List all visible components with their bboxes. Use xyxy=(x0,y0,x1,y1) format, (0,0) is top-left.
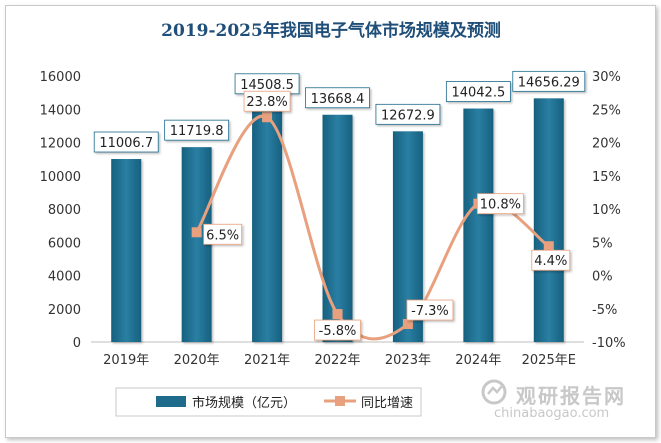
bar-data-label: 11719.8 xyxy=(170,124,224,139)
legend-swatch-bar xyxy=(156,396,186,407)
y-left-tick-label: 6000 xyxy=(48,236,81,251)
bar-data-label: 13668.4 xyxy=(311,92,365,107)
line-data-label: 23.8% xyxy=(246,95,287,110)
bar xyxy=(463,108,494,343)
x-tick-label: 2021年 xyxy=(244,353,290,368)
line-data-label-box xyxy=(203,223,243,245)
bar-data-label-box xyxy=(445,81,511,102)
x-tick-label: 2023年 xyxy=(385,353,431,368)
y-left-tick-label: 2000 xyxy=(48,303,81,318)
line-point xyxy=(543,241,554,252)
y-right-tick-label: 30% xyxy=(592,70,621,85)
y-left-tick-label: 0 xyxy=(73,336,81,351)
y-left-tick-label: 16000 xyxy=(40,70,81,85)
line-data-label-box xyxy=(531,249,571,271)
bar-data-label-box xyxy=(93,131,159,153)
line-data-label-box xyxy=(314,319,361,341)
line-point xyxy=(332,309,343,320)
bar xyxy=(252,100,283,342)
y-right-tick-label: 0% xyxy=(592,270,613,285)
bar-data-label: 12672.9 xyxy=(381,108,435,123)
bar-data-label-box xyxy=(512,70,586,92)
axes: 0 2000 4000 6000 8000 10000 12000 14000 16000 -10… xyxy=(40,70,626,368)
watermark-logo-icon xyxy=(481,379,507,405)
bar xyxy=(322,114,353,342)
line-data-label: 10.8% xyxy=(480,198,521,213)
y-left-tick-label: 12000 xyxy=(40,137,81,152)
y-right-tick-label: 5% xyxy=(592,236,613,251)
bar-data-label-box xyxy=(375,103,441,125)
y-right-tick-label: 10% xyxy=(592,203,621,218)
bar xyxy=(111,159,142,342)
legend-label-line: 同比增速 xyxy=(361,396,413,411)
line-data-label: 6.5% xyxy=(206,228,239,243)
line-data-label: -7.3% xyxy=(411,304,449,319)
x-tick-label: 2020年 xyxy=(174,353,220,368)
line-data-label-box xyxy=(243,90,291,112)
chart-title: 2019-2025年我国电子气体市场规模及预测 xyxy=(161,20,501,41)
line-data-label: -5.8% xyxy=(319,324,357,339)
growth-rate-line xyxy=(195,114,550,341)
legend: 市场规模（亿元） 同比增速 xyxy=(115,387,422,417)
watermark: 观研报告网 chinabaogao.com xyxy=(476,378,656,428)
line-series xyxy=(191,112,554,341)
x-tick-label: 2019年 xyxy=(103,353,149,368)
y-left-tick-label: 4000 xyxy=(48,270,81,285)
data-labels: 11006.7 11719.8 14508.5 13668.4 12672.9 14042… xyxy=(93,70,586,341)
legend-swatch-marker xyxy=(335,396,345,406)
bar-data-label-box xyxy=(164,119,230,141)
x-tick-label: 2024年 xyxy=(455,353,501,368)
line-point xyxy=(262,112,273,123)
y-left-tick-label: 8000 xyxy=(48,203,81,218)
bar-data-label-box xyxy=(305,87,370,109)
x-tick-label: 2022年 xyxy=(314,353,360,368)
legend-label-bar: 市场规模（亿元） xyxy=(192,395,296,411)
bar-data-label: 14656.29 xyxy=(518,75,580,90)
bar-data-label: 11006.7 xyxy=(99,136,153,151)
x-tick-label: 2025年E xyxy=(522,353,576,368)
line-point xyxy=(402,319,413,330)
chart-frame: 2019-2025年我国电子气体市场规模及预测 0 2000 4000 6000 800… xyxy=(5,5,656,438)
y-right-tick-label: -10% xyxy=(592,336,626,351)
y-right-tick-label: -5% xyxy=(592,303,617,318)
chart-svg: 2019-2025年我国电子气体市场规模及预测 0 2000 4000 6000 800… xyxy=(40,20,626,417)
bar-data-label: 14042.5 xyxy=(451,86,505,101)
line-data-label: 4.4% xyxy=(534,254,567,269)
line-data-label-box xyxy=(476,193,524,215)
line-data-label-box xyxy=(406,299,454,321)
y-right-tick-label: 25% xyxy=(592,103,621,118)
line-point xyxy=(191,227,202,238)
y-right-tick-label: 15% xyxy=(592,170,621,185)
bar xyxy=(533,98,564,343)
watermark-title: 观研报告网 xyxy=(516,384,626,408)
y-right-tick-label: 20% xyxy=(592,137,621,152)
watermark-url: chinabaogao.com xyxy=(494,406,610,421)
y-left-tick-label: 14000 xyxy=(40,103,81,118)
y-left-tick-label: 10000 xyxy=(40,170,81,185)
bar-data-label: 14508.5 xyxy=(240,78,294,93)
